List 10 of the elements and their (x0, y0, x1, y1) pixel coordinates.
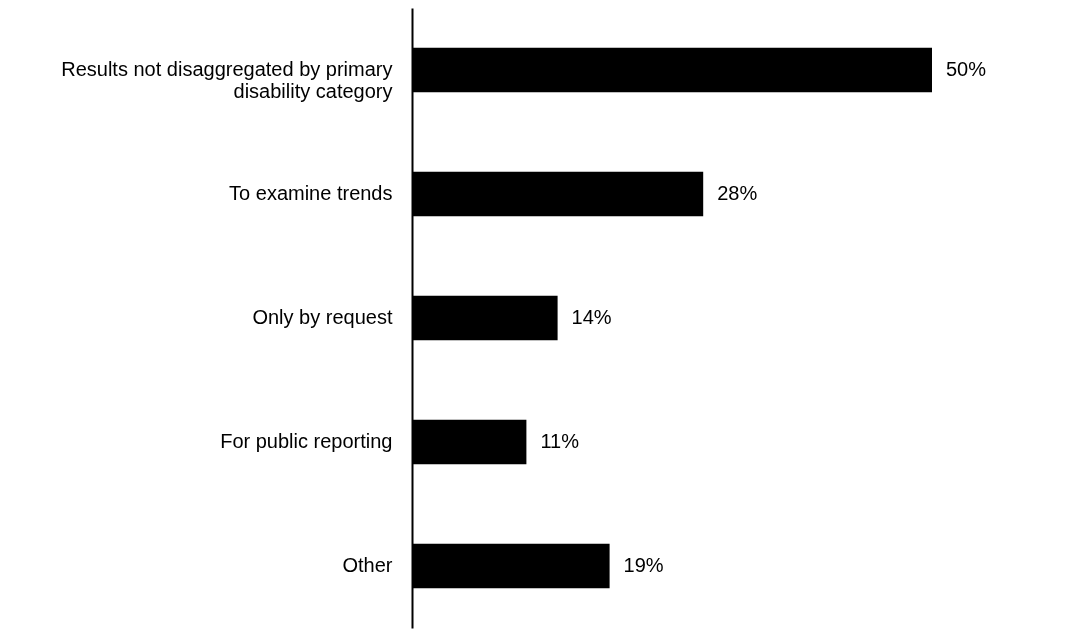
y-tick-label: For public reporting (220, 430, 393, 452)
y-tick-label: To examine trends (229, 182, 393, 204)
data-label: 11% (540, 430, 580, 452)
data-label: 14% (571, 306, 612, 328)
y-tick-label: Only by request (252, 306, 393, 328)
data-label: 19% (623, 554, 664, 576)
y-tick-label: Other (342, 554, 393, 576)
data-label: 50% (946, 58, 987, 80)
data-label: 28% (717, 182, 758, 204)
y-tick-label: Results not disaggregated by primary disability category (61, 58, 393, 102)
